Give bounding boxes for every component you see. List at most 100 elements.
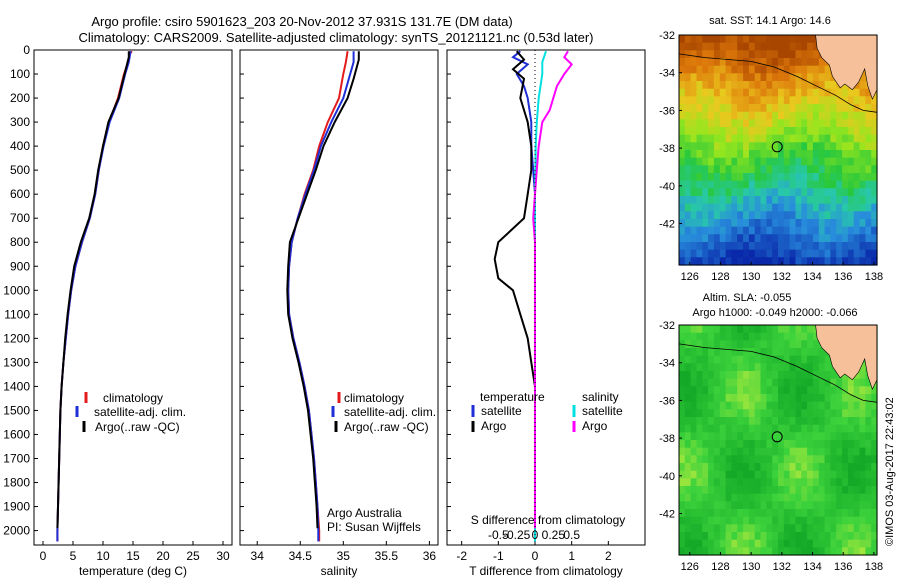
map-cell bbox=[871, 455, 878, 464]
map-cell bbox=[731, 219, 738, 228]
map-cell bbox=[801, 257, 808, 266]
map-cell bbox=[859, 424, 866, 433]
map-cell bbox=[684, 73, 692, 82]
map-cell bbox=[754, 478, 762, 487]
map-cell bbox=[836, 157, 843, 166]
map-cell bbox=[708, 249, 715, 258]
map-cell bbox=[830, 440, 837, 449]
map-cell bbox=[760, 493, 767, 502]
map-cell bbox=[766, 249, 773, 258]
map-cell bbox=[725, 73, 732, 82]
map-cell bbox=[702, 378, 709, 387]
map-cell bbox=[795, 493, 802, 502]
map-cell bbox=[725, 196, 732, 205]
map-cell bbox=[865, 203, 872, 212]
map-cell bbox=[824, 478, 831, 487]
map-cell bbox=[713, 524, 721, 533]
lat-tick-label: -32 bbox=[659, 320, 675, 332]
map-cell bbox=[772, 463, 779, 472]
map-cell bbox=[760, 157, 767, 166]
map-cell bbox=[725, 348, 732, 357]
map-cell bbox=[690, 424, 697, 433]
map-cell bbox=[719, 173, 727, 182]
map-cell bbox=[847, 501, 855, 510]
map-cell bbox=[760, 325, 767, 334]
map-cell bbox=[789, 432, 796, 441]
map-cell bbox=[865, 226, 872, 235]
map-cell bbox=[719, 539, 727, 548]
map-cell bbox=[842, 371, 849, 380]
map-cell bbox=[847, 432, 855, 441]
map-cell bbox=[690, 157, 697, 166]
map-cell bbox=[801, 50, 808, 59]
map-cell bbox=[719, 203, 727, 212]
x-tick-label: 35 bbox=[337, 549, 351, 563]
map-cell bbox=[743, 73, 750, 82]
map-cell bbox=[853, 88, 861, 97]
map-cell bbox=[731, 463, 738, 472]
map-cell bbox=[812, 104, 820, 113]
map-cell bbox=[737, 401, 744, 410]
map-cell bbox=[713, 58, 721, 67]
map-cell bbox=[737, 242, 744, 251]
map-cell bbox=[824, 96, 831, 105]
map-cell bbox=[812, 363, 820, 372]
map-cell bbox=[766, 532, 773, 541]
map-cell bbox=[725, 81, 732, 90]
map-cell bbox=[719, 386, 727, 395]
map-cell bbox=[731, 447, 738, 456]
map-cell bbox=[737, 157, 744, 166]
map-cell bbox=[842, 463, 849, 472]
map-cell bbox=[842, 134, 849, 143]
map-cell bbox=[702, 96, 709, 105]
map-cell bbox=[783, 463, 791, 472]
map-cell bbox=[696, 378, 703, 387]
map-cell bbox=[842, 150, 849, 159]
x-tick-label: 30 bbox=[216, 549, 230, 563]
map-cell bbox=[766, 180, 773, 189]
map-cell bbox=[807, 394, 814, 403]
map-cell bbox=[859, 417, 866, 426]
map-cell bbox=[836, 524, 843, 533]
map-cell bbox=[795, 219, 802, 228]
salinity-plot: 34 34.5 35 35.5 36 bbox=[251, 51, 436, 563]
map-cell bbox=[731, 134, 738, 143]
map-cell bbox=[748, 516, 756, 525]
map-cell bbox=[737, 142, 744, 151]
map-cell bbox=[719, 104, 727, 113]
map-cell bbox=[812, 478, 820, 487]
map-cell bbox=[795, 470, 802, 479]
map-cell bbox=[702, 180, 709, 189]
map-cell bbox=[859, 157, 866, 166]
map-cell bbox=[708, 234, 715, 243]
map-cell bbox=[766, 257, 773, 266]
map-cell bbox=[836, 463, 843, 472]
map-cell bbox=[737, 73, 744, 82]
map-cell bbox=[713, 203, 721, 212]
map-cell bbox=[684, 42, 692, 51]
map-cell bbox=[812, 81, 820, 90]
map-cell bbox=[853, 455, 861, 464]
map-cell bbox=[754, 58, 762, 67]
map-cell bbox=[760, 401, 767, 410]
map-cell bbox=[859, 547, 866, 556]
map-cell bbox=[754, 501, 762, 510]
map-cell bbox=[713, 88, 721, 97]
map-cell bbox=[807, 88, 814, 97]
map-cell bbox=[853, 150, 861, 159]
legend-label-satellite: satellite-adj. clim. bbox=[344, 405, 436, 419]
map-cell bbox=[853, 96, 861, 105]
map-cell bbox=[766, 65, 773, 74]
map-cell bbox=[807, 493, 814, 502]
map-cell bbox=[748, 378, 756, 387]
map-cell bbox=[684, 219, 692, 228]
map-cell bbox=[830, 234, 837, 243]
map-cell bbox=[725, 249, 732, 258]
map-cell bbox=[754, 242, 762, 251]
map-cell bbox=[783, 119, 791, 128]
map-cell bbox=[713, 81, 721, 90]
map-cell bbox=[783, 440, 791, 449]
map-cell bbox=[760, 88, 767, 97]
map-cell bbox=[865, 524, 872, 533]
map-cell bbox=[824, 88, 831, 97]
